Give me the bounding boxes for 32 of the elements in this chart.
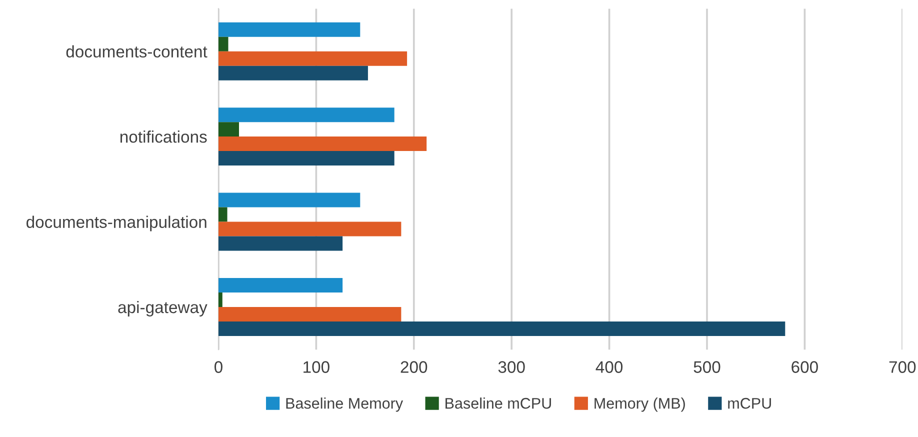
x-tick-label: 300 <box>498 361 525 373</box>
bar <box>218 306 402 322</box>
bar <box>218 292 222 307</box>
x-tick-label: 200 <box>400 361 428 373</box>
y-tick-label: notifications <box>120 130 207 143</box>
legend-label: Baseline Memory <box>286 398 404 412</box>
y-tick-label: api-gateway <box>118 300 208 316</box>
x-tick-label: 0 <box>214 361 222 373</box>
bar <box>218 36 228 52</box>
bar <box>218 192 360 208</box>
bar <box>218 151 394 166</box>
x-tick-label: 700 <box>889 361 916 373</box>
legend-label: mCPU <box>728 398 771 409</box>
bar <box>218 321 786 336</box>
x-tick-label: 600 <box>792 361 818 373</box>
bar <box>218 122 239 137</box>
legend-label: Baseline mCPU <box>446 398 551 409</box>
x-tick-label: 500 <box>694 361 720 373</box>
bar <box>218 108 394 122</box>
y-tick-label: documents-manipulation <box>26 216 206 232</box>
legend-label: Memory (MB) <box>594 398 685 412</box>
bar <box>218 278 343 293</box>
x-tick-label: 400 <box>596 361 623 373</box>
bar <box>218 207 228 222</box>
bar <box>218 136 427 152</box>
bar <box>218 66 368 80</box>
bar <box>218 51 408 66</box>
bar <box>218 22 360 37</box>
bar <box>218 222 402 236</box>
x-tick-label: 100 <box>304 361 330 373</box>
y-tick-label: documents-content <box>66 45 208 58</box>
bar <box>218 236 343 251</box>
